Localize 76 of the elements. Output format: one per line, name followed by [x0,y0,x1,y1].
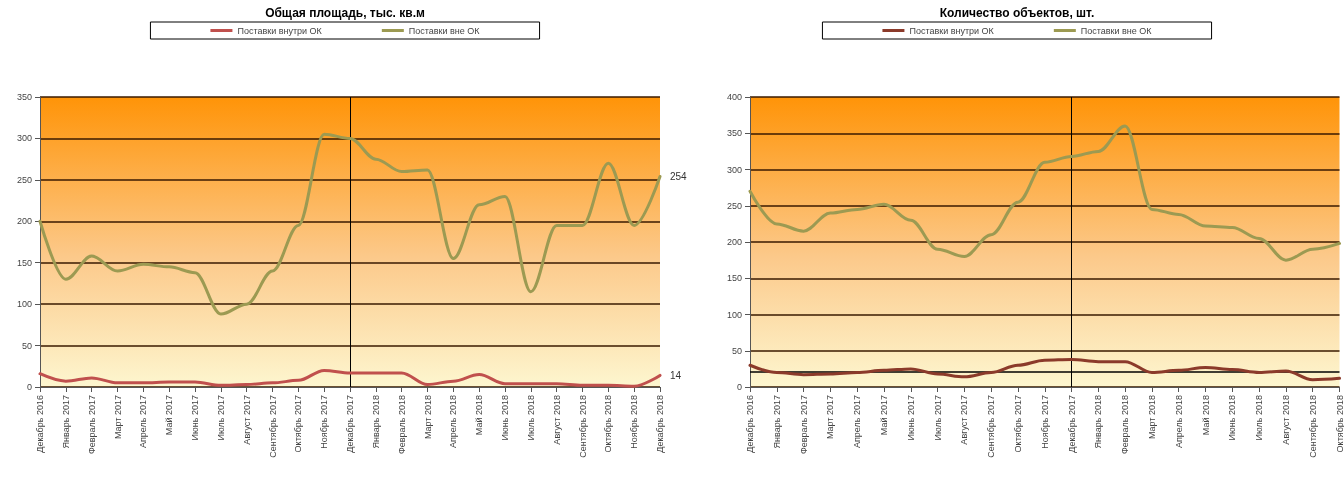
y-tick-label: 100 [16,299,32,310]
x-tick-label: Август 2018 [1280,395,1291,445]
x-tick-label: Февраль 2017 [86,395,97,455]
x-tick-label: Ноябрь 2017 [1039,395,1050,449]
x-tick-label: Февраль 2018 [396,395,407,455]
x-tick-label: Январь 2017 [771,395,782,449]
x-tick-label: Апрель 2018 [448,395,459,449]
y-tick-label: 150 [726,273,742,284]
x-tick-label: Март 2017 [825,395,836,440]
x-tick-label: Май 2018 [1200,395,1211,436]
x-tick-label: Апрель 2017 [852,395,863,449]
x-tick-label: Июнь 2018 [500,395,510,441]
data-label: 254 [670,171,688,183]
y-tick-label: 100 [726,309,742,320]
line-series [38,132,662,316]
x-tick-label: Апрель 2018 [1173,395,1184,449]
x-tick-label: Февраль 2018 [1120,395,1131,455]
x-tick-label: Февраль 2017 [798,395,809,455]
x-tick-label: Январь 2017 [60,395,71,449]
x-tick-label: Сентябрь 2017 [986,395,997,458]
x-tick-label: Август 2018 [551,395,562,445]
x-tick-label: Сентябрь 2018 [577,395,588,458]
x-tick-label: Сентябрь 2018 [1307,395,1318,458]
x-tick-label: Июнь 2018 [1227,395,1238,441]
line-series [748,357,1341,382]
y-tick-label: 400 [726,92,742,102]
x-tick-label: Июль 2018 [1254,395,1265,441]
x-tick-label: Апрель 2017 [138,395,149,449]
data-label: 14 [670,369,682,381]
x-tick-label: Август 2017 [959,395,970,445]
chart-title: Количество объектов, шт. [939,6,1095,20]
legend-label: Поставки вне ОК [408,25,481,36]
y-tick-label: 0 [736,382,742,392]
x-tick-label: Март 2018 [1146,395,1157,440]
legend-label: Поставки вне ОК [1080,25,1153,36]
x-tick-label: Декабрь 2017 [1066,395,1077,453]
x-tick-label: Май 2017 [164,395,175,436]
x-tick-label: Март 2018 [422,395,433,440]
x-tick-label: Декабрь 2016 [35,395,45,453]
x-tick-label: Декабрь 2016 [745,395,755,453]
x-tick-label: Май 2018 [474,395,485,436]
y-tick-label: 250 [16,174,32,185]
y-tick-label: 50 [21,340,32,351]
x-tick-label: Март 2017 [112,395,123,440]
x-tick-label: Октябрь 2018 [1334,395,1344,453]
y-tick-label: 250 [726,200,742,211]
x-tick-label: Октябрь 2017 [293,395,304,453]
x-tick-label: Октябрь 2017 [1012,395,1023,453]
x-tick-label: Июнь 2017 [905,395,916,441]
y-tick-label: 200 [16,216,32,227]
x-tick-label: Декабрь 2018 [655,395,665,453]
y-tick-label: 350 [726,128,742,139]
y-tick-label: 350 [16,92,32,102]
x-tick-label: Декабрь 2017 [345,395,355,453]
y-tick-label: 0 [26,382,32,392]
x-tick-label: Июль 2018 [525,395,536,441]
y-tick-label: 200 [726,237,742,247]
x-tick-label: Май 2017 [878,395,889,436]
x-tick-label: Июль 2017 [215,395,226,441]
line-series [748,124,1341,262]
x-tick-label: Ноябрь 2017 [319,395,330,449]
x-tick-label: Июль 2017 [932,395,943,441]
x-tick-label: Август 2017 [241,395,252,445]
y-tick-label: 150 [16,257,32,268]
x-tick-label: Январь 2018 [1093,395,1104,449]
x-tick-label: Октябрь 2018 [603,395,614,453]
y-tick-label: 300 [726,164,742,175]
x-tick-label: Ноябрь 2018 [629,395,640,449]
legend-label: Поставки внутри ОК [909,25,995,36]
y-tick-label: 50 [731,345,742,356]
x-tick-label: Июнь 2017 [190,395,200,441]
chart-title: Общая площадь, тыс. кв.м [265,6,425,20]
x-tick-label: Январь 2018 [370,395,381,449]
y-tick-label: 300 [16,133,32,144]
legend-label: Поставки внутри ОК [237,25,323,36]
x-tick-label: Сентябрь 2017 [267,395,278,458]
